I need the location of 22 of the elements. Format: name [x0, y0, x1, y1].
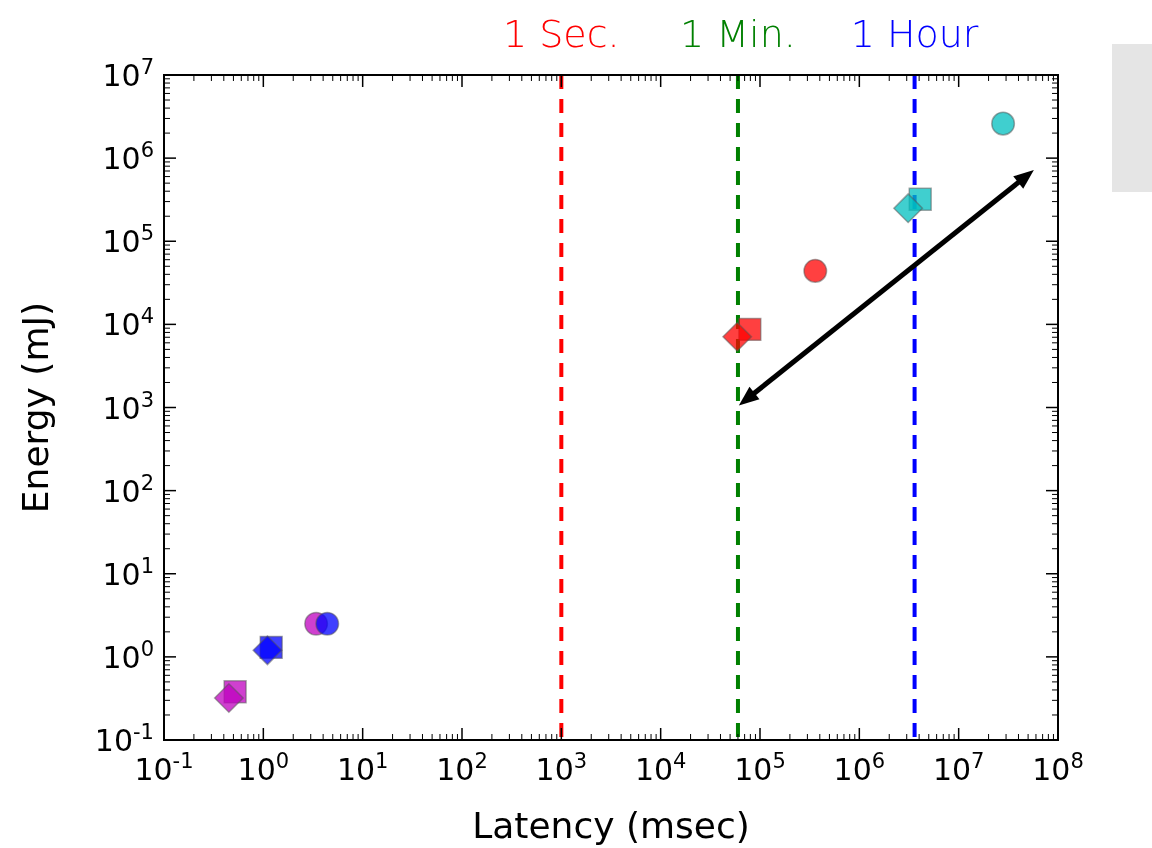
x-tick-label: 10$^{2}$: [436, 749, 488, 787]
ref-line-label: 1 Sec.: [502, 12, 620, 56]
y-axis-title: Energy (mJ): [15, 301, 56, 514]
x-tick-label: 10$^{5}$: [734, 749, 786, 787]
y-tick-label: 10$^{6}$: [102, 138, 154, 177]
x-tick-label: 10$^{3}$: [535, 749, 588, 787]
ref-line-label: 1 Hour: [850, 12, 979, 56]
x-tick-label: 10$^{6}$: [833, 749, 886, 787]
y-tick-label: 10$^{5}$: [102, 221, 154, 260]
y-tick-label: 10$^{7}$: [102, 55, 154, 93]
y-tick-label: 10$^{0}$: [102, 636, 154, 675]
y-tick-label: 10$^{4}$: [102, 304, 154, 343]
x-tick-label: 10$^{8}$: [1032, 749, 1084, 787]
y-tick-label: 10$^{2}$: [102, 470, 154, 509]
y-tick-label: 10$^{3}$: [102, 387, 154, 426]
y-tick-label: 10$^{1}$: [102, 553, 154, 592]
ref-line-label: 1 Min.: [680, 12, 796, 56]
x-tick-label: 10$^{1}$: [336, 749, 389, 787]
x-axis-title: Latency (msec): [472, 805, 750, 846]
x-tick-label: 10$^{7}$: [932, 749, 985, 787]
x-tick-label: 10$^{0}$: [237, 749, 290, 787]
x-tick-label: 10$^{4}$: [634, 749, 687, 787]
